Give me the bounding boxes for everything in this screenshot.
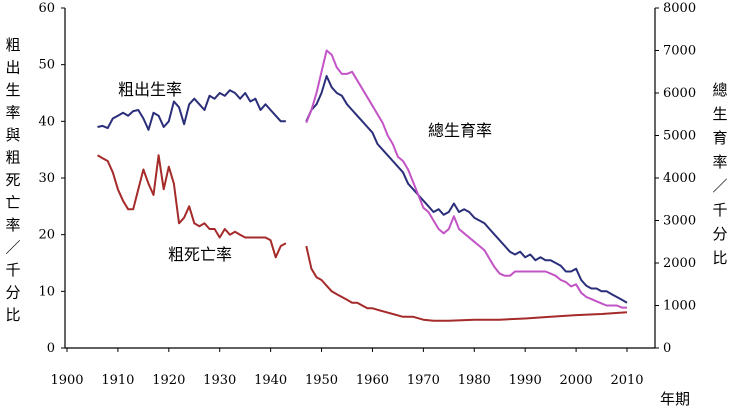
left-tick-label: 30: [38, 171, 55, 186]
annotation: 總生育率: [428, 121, 492, 140]
left-tick-label: 20: [38, 228, 55, 243]
x-tick-label: 1900: [50, 373, 83, 388]
left-tick-label: 0: [47, 341, 55, 356]
x-tick-label: 1940: [254, 373, 287, 388]
series-line-2: [305, 49, 627, 309]
right-tick-label: 6000: [663, 86, 696, 101]
axes: [61, 7, 659, 352]
annotation: 粗出生率: [118, 80, 182, 99]
right-tick-label: 0: [663, 341, 671, 356]
right-tick-label: 2000: [663, 256, 696, 271]
x-tick-label: 1980: [458, 373, 491, 388]
left-tick-label: 60: [38, 1, 55, 16]
x-tick-label: 1960: [356, 373, 389, 388]
series-line-1: [305, 245, 628, 322]
annotation: 粗死亡率: [168, 245, 232, 264]
x-axis-label: 年期: [660, 390, 690, 408]
left-tick-label: 50: [38, 58, 55, 73]
right-tick-label: 4000: [663, 171, 696, 186]
labels: 0 10 20 30 40 50 60 0 1000 2000 3000 4000 5000 6000 70…: [5, 1, 727, 408]
x-tick-label: 1910: [101, 373, 134, 388]
x-tick-label: 1920: [152, 373, 185, 388]
left-axis-title: 粗出生率與粗死亡率／千分比: [5, 36, 20, 324]
x-tick-label: 2010: [610, 373, 643, 388]
left-tick-label: 10: [38, 284, 55, 299]
right-tick-label: 5000: [663, 129, 696, 144]
x-tick-label: 1970: [407, 373, 440, 388]
x-tick-label: 1950: [305, 373, 338, 388]
x-tick-label: 2000: [560, 373, 593, 388]
x-tick-label: 1930: [203, 373, 236, 388]
right-tick-label: 7000: [663, 44, 696, 59]
right-tick-label: 8000: [663, 1, 696, 16]
series-line-0: [97, 89, 286, 131]
left-tick-label: 40: [38, 114, 55, 129]
series-layer: [97, 49, 628, 322]
right-tick-label: 1000: [663, 299, 696, 314]
right-tick-label: 3000: [663, 214, 696, 229]
right-axis-title: 總生育率／千分比: [712, 81, 727, 267]
series-line-0: [305, 75, 628, 304]
x-tick-label: 1990: [509, 373, 542, 388]
series-line-1: [97, 154, 287, 259]
